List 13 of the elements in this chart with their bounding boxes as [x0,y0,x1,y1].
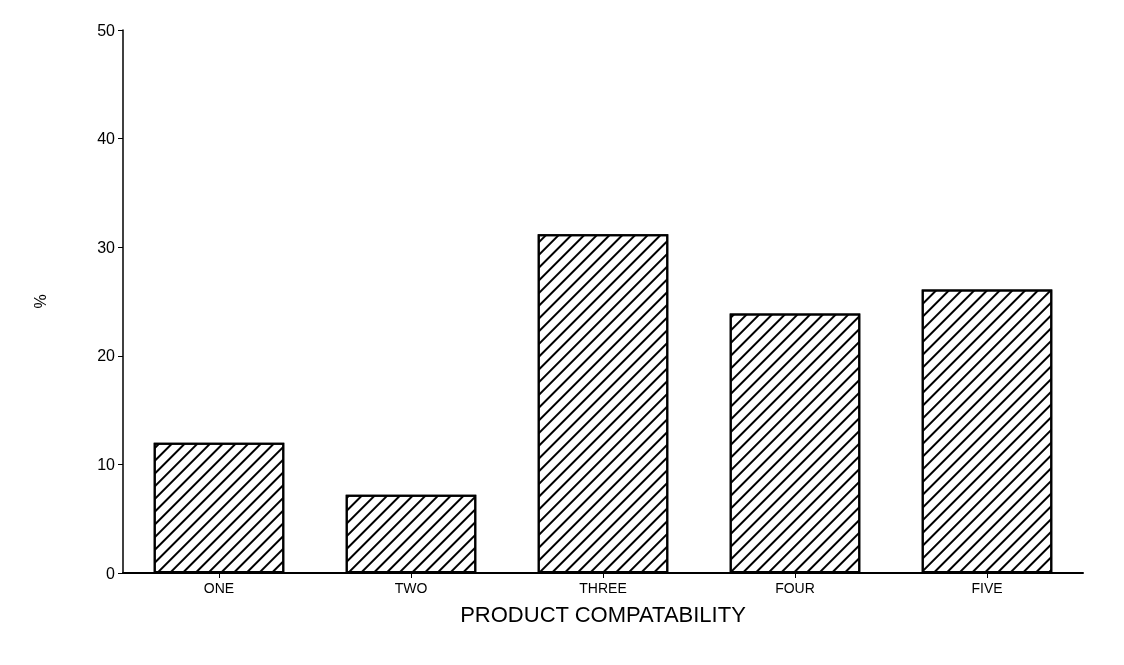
y-tick-label: 20 [97,347,116,365]
x-tick-label: TWO [394,580,428,596]
x-axis-title: PRODUCT COMPATABILITY [460,601,747,627]
x-tick-label: FIVE [971,580,1003,596]
y-tick-label: 0 [106,564,116,582]
y-axis-title: % [31,294,49,309]
y-tick-label: 10 [97,455,116,473]
y-tick-label: 40 [97,130,116,148]
x-tick-label: ONE [203,580,235,596]
x-tick-label: FOUR [775,580,815,596]
y-tick-label: 30 [97,238,116,256]
y-tick-label: 50 [97,21,116,39]
x-tick-label: THREE [579,580,627,596]
